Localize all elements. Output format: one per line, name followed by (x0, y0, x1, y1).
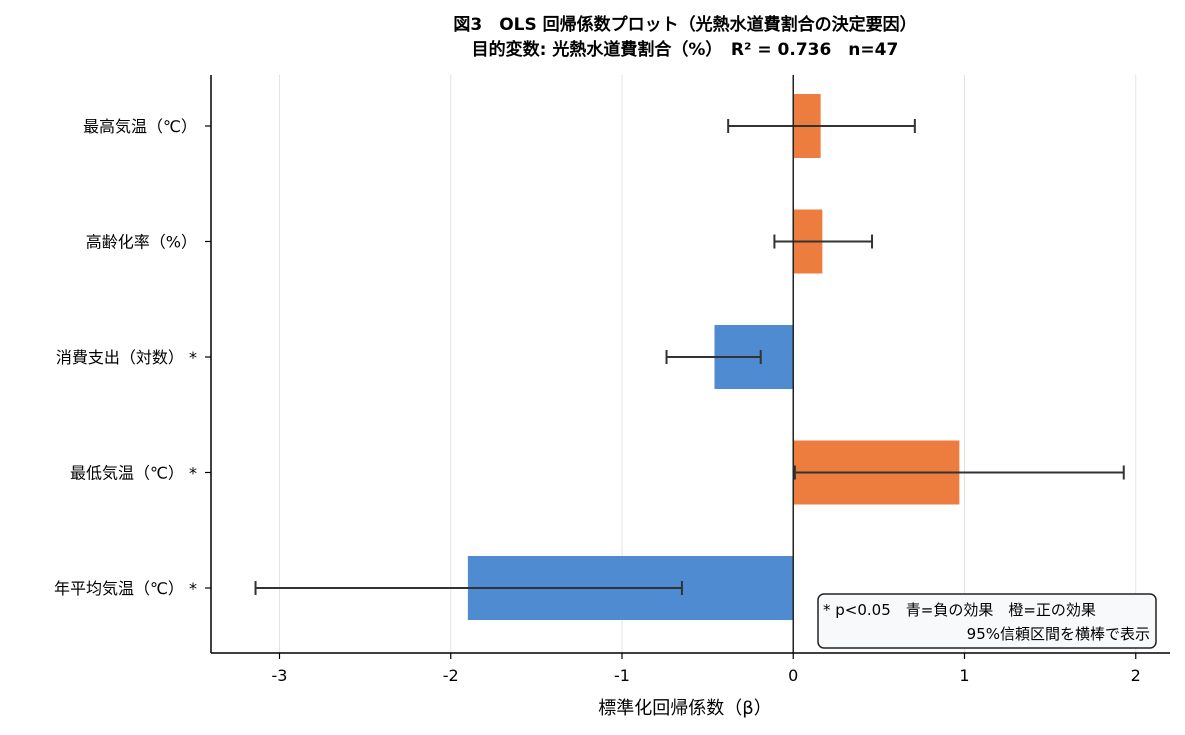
x-axis-ticks: -3 -2 -1 0 1 2 (272, 653, 1141, 685)
x-tick-label: 1 (959, 666, 969, 685)
y-axis-ticks: 最高気温（℃） 高齢化率（%） 消費支出（対数） * 最低気温（℃） * 年平均気温（℃… (54, 117, 211, 598)
note-line-1: * p<0.05 青=負の効果 橙=正の効果 (823, 601, 1096, 619)
category-label: 最低気温（℃） * (70, 464, 197, 483)
category-label: 消費支出（対数） * (56, 348, 197, 367)
x-tick-label: -2 (443, 666, 459, 685)
chart-title: 図3 OLS 回帰係数プロット（光熱水道費割合の決定要因） (453, 14, 916, 35)
x-tick-label: -1 (614, 666, 630, 685)
note-box-frame (817, 593, 1157, 649)
category-label: 高齢化率（%） (86, 233, 197, 252)
category-label: 最高気温（℃） (83, 117, 197, 136)
grid-lines (279, 75, 1137, 653)
x-tick-label: 0 (788, 666, 798, 685)
note-line-2: 95%信頼区間を横棒で表示 (967, 625, 1150, 643)
x-tick-label: -3 (272, 666, 288, 685)
category-label: 年平均気温（℃） * (54, 579, 197, 598)
x-axis-label: 標準化回帰係数（β） (598, 698, 772, 719)
note-box: * p<0.05 青=負の効果 橙=正の効果 95%信頼区間を横棒で表示 (817, 593, 1157, 649)
x-tick-label: 2 (1131, 666, 1141, 685)
error-bars (254, 119, 1125, 595)
chart-subtitle: 目的変数: 光熱水道費割合（%） R² = 0.736 n=47 (472, 39, 899, 60)
